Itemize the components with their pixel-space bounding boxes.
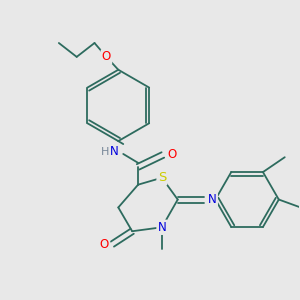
Text: H: H [101,147,110,157]
Text: O: O [102,50,111,63]
Text: O: O [100,238,109,250]
Text: O: O [167,148,176,161]
Text: N: N [158,221,166,234]
Text: S: S [158,171,166,184]
Text: N: N [110,146,119,158]
Text: N: N [208,193,217,206]
